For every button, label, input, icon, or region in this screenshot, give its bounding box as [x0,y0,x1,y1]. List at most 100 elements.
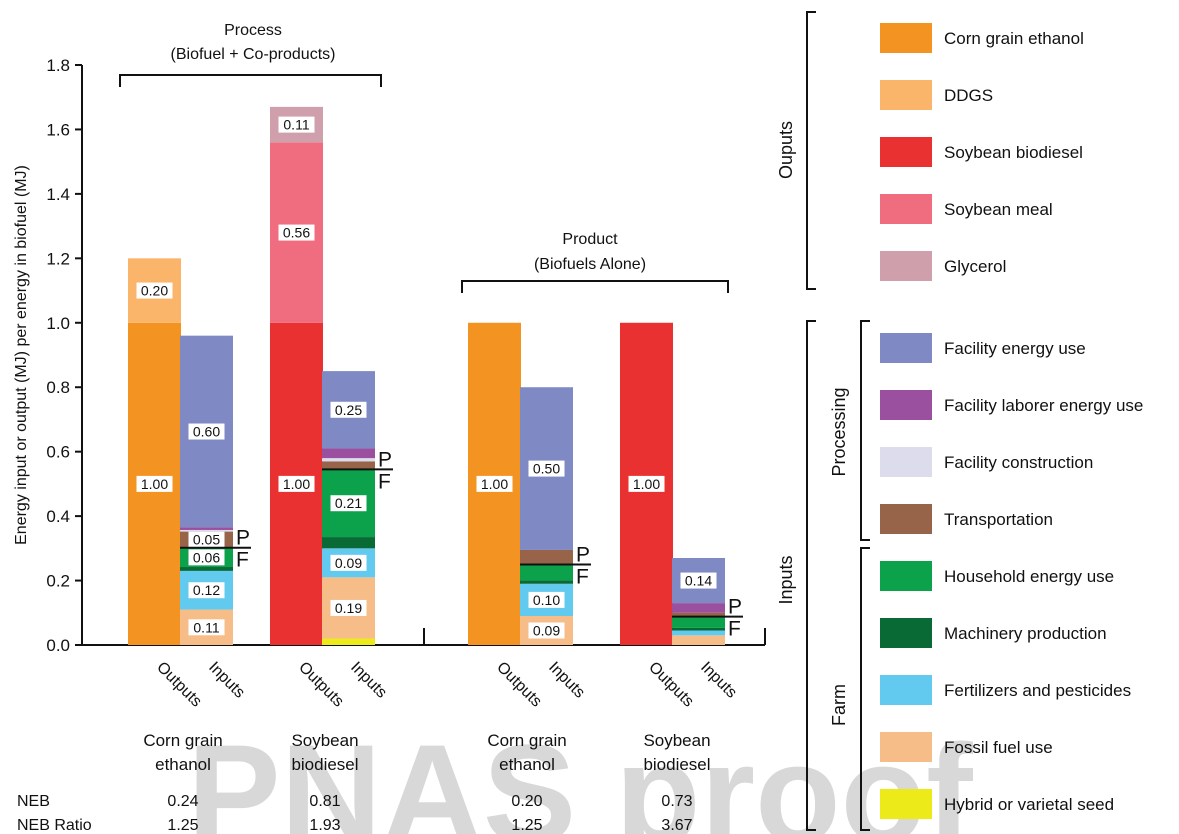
legend-label: DDGS [944,86,993,105]
data-label-box [188,549,225,566]
data-label-box [528,591,565,608]
data-label-box [476,475,513,492]
y-tick-label: 1.0 [46,314,70,333]
data-label: 0.11 [193,619,219,635]
neb-value: 0.81 [309,793,340,810]
fuel-label: Soybean [291,731,358,750]
data-label-box [528,622,565,639]
neb-row-label: NEB [17,793,50,810]
legend-swatch [880,390,932,420]
farm-legend-title: Farm [829,684,849,726]
data-label-box [188,531,225,548]
fuel-label: biodiesel [643,755,710,774]
legend-label: Machinery production [944,624,1107,643]
y-tick-label: 1.6 [46,120,70,139]
y-tick-label: 0.6 [46,443,70,462]
legend-swatch [880,80,932,110]
legend-label: Glycerol [944,257,1006,276]
y-tick-label: 1.4 [46,185,70,204]
data-label-box [330,599,367,616]
legend-label: Soybean biodiesel [944,143,1083,162]
data-label: 0.10 [533,592,560,608]
y-tick-label: 0.0 [46,636,70,655]
bar-segment [322,638,375,645]
farm-marker: F [236,549,249,572]
processing-bracket [860,320,870,541]
processing-marker: P [378,448,392,471]
fuel-label: ethanol [155,755,211,774]
data-label: 1.00 [481,476,508,492]
watermark: PNAS proof [187,715,973,834]
neb-value: 0.24 [167,793,198,810]
product-subtitle: (Biofuels Alone) [534,256,646,273]
process-bracket [119,74,382,87]
product-title: Product [562,231,618,248]
legend-label: Transportation [944,510,1053,529]
bar-segment [520,549,573,565]
data-label: 0.11 [283,117,309,133]
bar-segment [322,461,375,470]
axes: 0.0 0.2 0.4 0.6 0.8 1.0 1.2 1.4 1.6 1.8 Energy inp… [13,56,766,655]
legend-swatch [880,561,932,591]
fuel-label: Soybean [643,731,710,750]
x-tick-label: Outputs [493,659,545,711]
x-tick-label: Outputs [153,659,205,711]
legend-swatch [880,333,932,363]
data-label-box [188,582,225,599]
data-label: 0.12 [193,582,220,598]
data-label-box [278,116,315,133]
legend-swatch [880,137,932,167]
x-tick-label: Inputs [545,659,588,702]
bar-segment [672,627,725,631]
legend-swatch [880,504,932,534]
data-label: 0.21 [335,495,362,511]
legend-label: Facility energy use [944,339,1086,358]
bar-segment [672,630,725,636]
legend-label: Hybrid or varietal seed [944,795,1114,814]
data-label: 0.06 [193,549,220,565]
neb-ratio-value: 1.25 [167,817,198,834]
data-label-box [330,554,367,571]
data-label: 0.56 [283,225,310,241]
fuel-label: Corn grain [143,731,222,750]
bar-segment [672,635,725,645]
outputs-legend-title: Ouputs [776,121,796,179]
data-label: 0.60 [193,424,220,440]
y-tick-label: 0.2 [46,572,70,591]
bars: 1.000.200.110.120.060.050.60PF1.000.560.… [128,106,743,645]
x-tick-label: Outputs [645,659,697,711]
y-tick-label: 1.8 [46,56,70,75]
legend: Corn grain ethanol DDGS Soybean biodiesel S… [776,11,1143,831]
fuel-label: ethanol [499,755,555,774]
legend-label: Fossil fuel use [944,738,1053,757]
data-label-box [136,475,173,492]
legend-label: Fertilizers and pesticides [944,681,1131,700]
data-label-box [188,423,225,440]
data-label-box [330,401,367,418]
bar-segment [672,603,725,613]
process-subtitle: (Biofuel + Co-products) [171,46,336,63]
legend-swatch [880,618,932,648]
data-label-box [528,460,565,477]
data-label-box [330,495,367,512]
data-label-box [278,224,315,241]
data-label: 0.14 [685,573,712,589]
data-label: 1.00 [633,476,660,492]
bar-segment [520,564,573,581]
processing-marker: P [576,543,590,566]
bar-segment [672,612,725,617]
data-label: 0.25 [335,402,362,418]
x-tick-label: Inputs [205,659,248,702]
bar-segment [180,527,233,530]
x-tick-label: Inputs [347,659,390,702]
legend-label: Facility construction [944,453,1093,472]
legend-swatch [880,675,932,705]
process-title: Process [224,22,282,39]
bar-segment [322,448,375,459]
data-label: 0.05 [193,532,220,548]
x-tick-label: Outputs [295,659,347,711]
data-label-box [188,619,225,636]
legend-swatch [880,789,932,819]
fuel-label: Corn grain [487,731,566,750]
legend-swatch [880,194,932,224]
